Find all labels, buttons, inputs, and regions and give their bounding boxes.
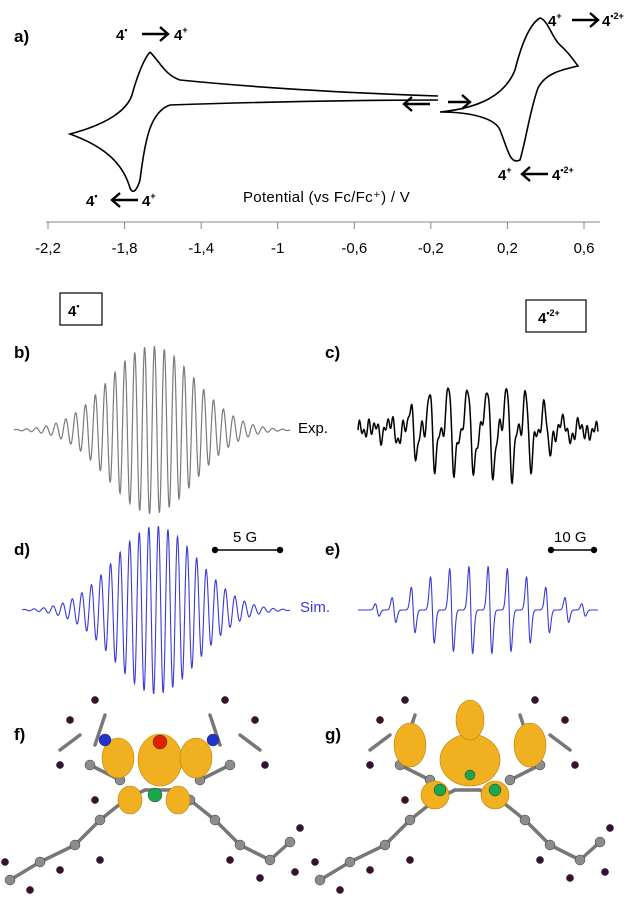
cv-tick-label: -0,6 xyxy=(341,240,367,257)
cv-axis-label: Potential (vs Fc/Fc⁺) / V xyxy=(243,189,410,206)
scale-bar-left-label: 5 G xyxy=(233,529,257,546)
spin-density-model-left xyxy=(1,696,304,894)
annot-bottom-left: 4• 4+ xyxy=(86,191,156,210)
annot-top-right: 4+ 4•2+ xyxy=(548,11,624,30)
cv-tick-label: -0,2 xyxy=(418,240,444,257)
panel-label-d: d) xyxy=(14,540,30,559)
epr-spectrum-sim-left xyxy=(21,526,291,694)
svg-text:4•2+: 4•2+ xyxy=(602,11,624,30)
epr-spectrum-sim-right xyxy=(358,565,598,655)
species-label-right: 4•2+ xyxy=(538,308,560,327)
species-label-left: 4• xyxy=(68,301,80,320)
panel-label-g: g) xyxy=(325,725,341,744)
cv-tick-group: -2,2 -1,8 -1,4 -1 -0,6 -0,2 0,2 0,6 xyxy=(35,222,594,257)
cv-trace-right xyxy=(439,17,580,162)
cv-tick-label: -1,4 xyxy=(188,240,214,257)
svg-text:4+: 4+ xyxy=(498,165,512,184)
panel-label-b: b) xyxy=(14,343,30,362)
species-box-right xyxy=(525,299,587,333)
svg-text:4+: 4+ xyxy=(548,11,562,30)
cv-trace-left-return xyxy=(149,51,439,97)
species-box-left xyxy=(59,292,103,326)
panel-label-c: c) xyxy=(325,343,340,362)
svg-text:4+: 4+ xyxy=(174,25,188,44)
panel-label-a: a) xyxy=(14,27,29,46)
cv-arrow-forward xyxy=(448,94,472,110)
panel-label-e: e) xyxy=(325,540,340,559)
svg-text:4•: 4• xyxy=(116,25,128,44)
annot-bottom-right: 4+ 4•2+ xyxy=(498,165,574,184)
spin-density-model-right xyxy=(311,696,614,894)
epr-spectrum-exp-left xyxy=(13,346,291,514)
svg-text:4+: 4+ xyxy=(142,191,156,210)
cv-tick-label: -2,2 xyxy=(35,240,61,257)
annot-top-left: 4• 4+ xyxy=(116,25,188,44)
cv-arrow-reverse xyxy=(402,96,430,112)
epr-spectrum-exp-right xyxy=(357,387,599,485)
exp-label: Exp. xyxy=(298,420,328,437)
svg-text:4•2+: 4•2+ xyxy=(552,165,574,184)
panel-label-f: f) xyxy=(14,725,25,744)
cv-tick-label: 0,6 xyxy=(574,240,595,257)
scale-bar-right-label: 10 G xyxy=(554,529,587,546)
sim-label: Sim. xyxy=(300,599,330,616)
cv-tick-label: -1,8 xyxy=(112,240,138,257)
svg-text:4•: 4• xyxy=(86,191,98,210)
scale-bar-left: 5 G xyxy=(211,529,284,554)
cv-tick-label: -1 xyxy=(271,240,284,257)
cv-tick-label: 0,2 xyxy=(497,240,518,257)
scale-bar-right: 10 G xyxy=(547,529,598,554)
cv-trace-left xyxy=(67,51,439,192)
